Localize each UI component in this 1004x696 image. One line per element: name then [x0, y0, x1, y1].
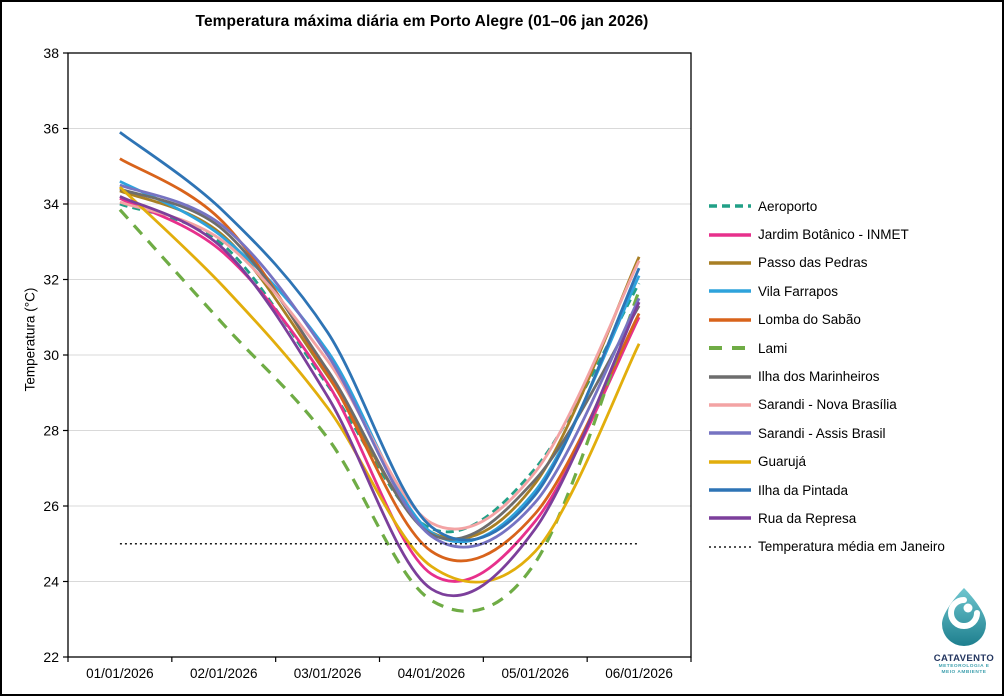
legend-swatch-line — [709, 346, 751, 351]
x-axis-tick-label: 03/01/2026 — [294, 666, 362, 681]
legend-label: Lami — [758, 340, 788, 356]
legend-item-8: Sarandi - Nova Brasília — [708, 391, 1002, 419]
legend-swatch-line — [709, 232, 751, 237]
legend-label: Sarandi - Assis Brasil — [758, 425, 886, 441]
legend-swatch-line — [709, 204, 751, 208]
logo-name: CATAVENTO — [933, 653, 995, 664]
x-axis-tick-label: 05/01/2026 — [501, 666, 569, 681]
legend-item-10: Guarujá — [708, 448, 1002, 476]
series-line-11 — [119, 131, 641, 542]
series-line-8 — [119, 200, 641, 531]
y-axis-tick-label: 36 — [43, 121, 59, 137]
y-axis-tick-label: 24 — [43, 574, 59, 590]
legend-label: Ilha da Pintada — [758, 482, 849, 498]
series-line-6 — [118, 208, 641, 613]
legend-swatch-line — [709, 516, 751, 521]
x-axis-tick-label: 06/01/2026 — [605, 666, 673, 681]
legend: Aeroporto Jardim Botânico - INMET Passo da… — [708, 192, 1002, 561]
y-axis-tick-label: 28 — [43, 423, 59, 439]
series-line-7 — [119, 187, 641, 541]
legend-label: Sarandi - Nova Brasília — [758, 397, 897, 413]
legend-label: Jardim Botânico - INMET — [758, 227, 909, 243]
legend-item-6: Lami — [708, 334, 1002, 362]
series-line-2 — [119, 197, 641, 583]
legend-label: Rua da Represa — [758, 510, 857, 526]
legend-swatch-line — [709, 403, 751, 407]
series-line-10 — [118, 185, 641, 584]
legend-label: Aeroporto — [758, 198, 818, 214]
logo-subtitle-line1: METEOROLOGIA E — [938, 664, 990, 669]
logo-drop-icon — [942, 588, 986, 646]
legend-swatch-line — [709, 546, 751, 548]
x-axis-tick-label: 01/01/2026 — [86, 666, 154, 681]
legend-label: Ilha dos Marinheiros — [758, 369, 880, 385]
y-axis-tick-label: 32 — [43, 272, 59, 288]
legend-item-5: Lomba do Sabão — [708, 306, 1002, 334]
legend-item-4: Vila Farrapos — [708, 277, 1002, 305]
chart-title: Temperatura máxima diária em Porto Alegr… — [195, 13, 649, 30]
legend-item-3: Passo das Pedras — [708, 249, 1002, 277]
legend-swatch-line — [709, 488, 751, 492]
legend-swatch-line — [709, 374, 751, 379]
legend-swatch-line — [709, 318, 751, 322]
logo-subtitle-line2: MEIO AMBIENTE — [941, 670, 987, 675]
y-axis-tick-label: 22 — [43, 649, 59, 665]
x-axis-tick-label: 02/01/2026 — [190, 666, 258, 681]
legend-item-13: Temperatura média em Janeiro — [708, 533, 1002, 561]
series-line-5 — [119, 157, 641, 563]
legend-item-1: Aeroporto — [708, 192, 1002, 220]
catavento-logo: CATAVENTO METEOROLOGIA E MEIO AMBIENTE — [925, 586, 1002, 676]
legend-label: Temperatura média em Janeiro — [758, 539, 945, 555]
legend-item-12: Rua da Represa — [708, 504, 1002, 532]
legend-item-9: Sarandi - Assis Brasil — [708, 419, 1002, 447]
legend-label: Guarujá — [758, 454, 807, 470]
legend-label: Lomba do Sabão — [758, 312, 861, 328]
legend-item-7: Ilha dos Marinheiros — [708, 362, 1002, 390]
legend-swatch-line — [709, 431, 751, 436]
series-line-12 — [119, 195, 641, 598]
y-axis-tick-label: 26 — [43, 498, 59, 514]
legend-label: Vila Farrapos — [758, 283, 839, 299]
legend-swatch-line — [709, 261, 751, 265]
legend-swatch-line — [709, 460, 751, 464]
legend-label: Passo das Pedras — [758, 255, 868, 271]
y-axis-tick-label: 30 — [43, 347, 59, 363]
legend-swatch-line — [709, 289, 751, 294]
legend-item-2: Jardim Botânico - INMET — [708, 220, 1002, 248]
legend-item-11: Ilha da Pintada — [708, 476, 1002, 504]
y-axis-tick-label: 38 — [43, 45, 59, 61]
x-axis-tick-label: 04/01/2026 — [398, 666, 466, 681]
y-axis-tick-label: 34 — [43, 196, 59, 212]
series-line-9 — [119, 183, 641, 549]
